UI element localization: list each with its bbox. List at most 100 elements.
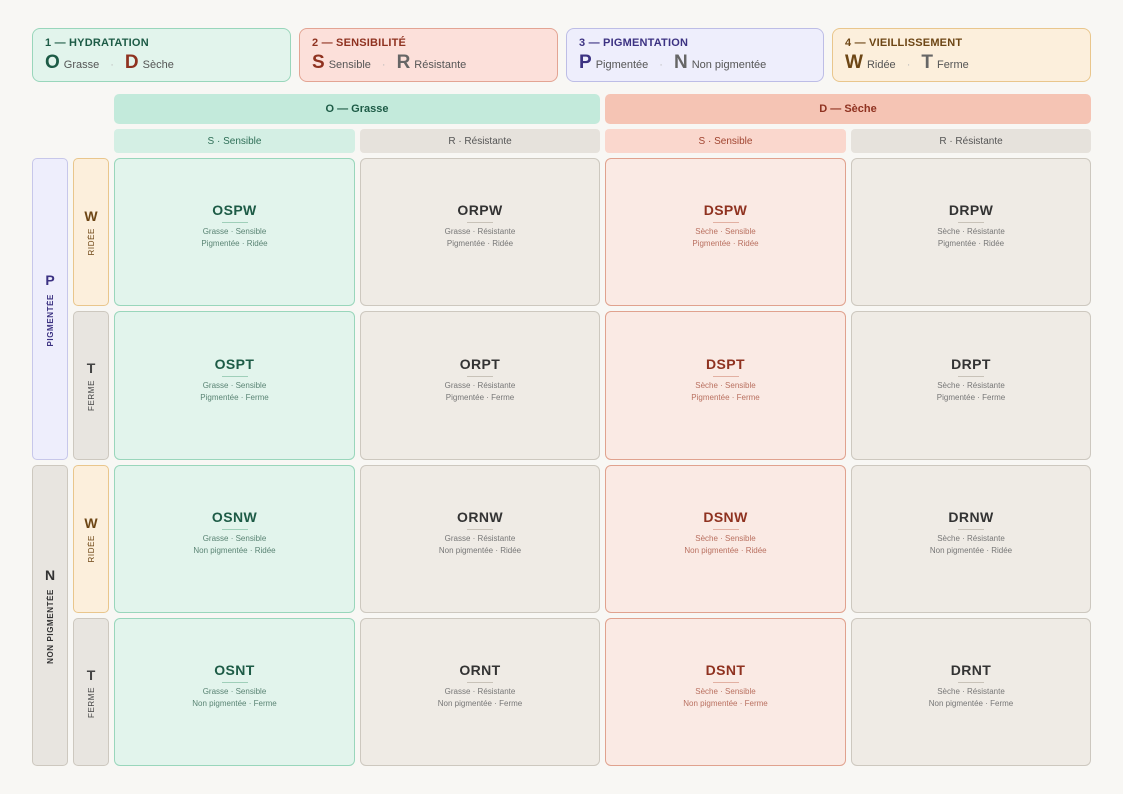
legend-word-non-pigmentee: Non pigmentée bbox=[691, 59, 767, 71]
row-text-ridee: RIDÉE bbox=[86, 535, 96, 563]
type-description-line2: Non pigmentée · Ferme bbox=[437, 699, 523, 708]
legend-separator: · bbox=[110, 59, 114, 71]
row-text-non-pigmentee: NON PIGMENTÉE bbox=[45, 589, 55, 664]
type-code: ORPT bbox=[459, 355, 501, 372]
divider bbox=[467, 682, 493, 683]
type-code: DSPW bbox=[703, 202, 748, 218]
type-code: DSNW bbox=[703, 509, 748, 525]
legend-word-seche: Sèche bbox=[142, 59, 174, 71]
subheader-grasse-sensible: S · Sensible bbox=[114, 129, 355, 153]
type-code: DRPT bbox=[951, 355, 991, 372]
row-letter-p: P bbox=[45, 271, 55, 288]
column-header-seche: D — Sèche bbox=[605, 94, 1091, 124]
type-cell-orpw: ORPW Grasse · Résistante Pigmentée · Ridée bbox=[360, 158, 600, 306]
type-code: OSNT bbox=[214, 662, 255, 678]
legend-word-grasse: Grasse bbox=[63, 59, 100, 71]
type-description-line2: Pigmentée · Ridée bbox=[446, 239, 514, 248]
row-letter-n: N bbox=[44, 567, 56, 584]
type-code: ORNW bbox=[457, 509, 503, 525]
divider bbox=[467, 375, 493, 377]
row-label-ridee: W RIDÉE bbox=[73, 465, 109, 613]
row-text-pigmentee: PIGMENTÉE bbox=[45, 293, 55, 347]
divider bbox=[958, 682, 984, 683]
type-description-line1: Sèche · Résistante bbox=[937, 687, 1005, 696]
divider bbox=[712, 529, 739, 530]
row-label-pigmentee: P PIGMENTÉE bbox=[32, 158, 68, 460]
legend-letter-p: P bbox=[579, 52, 592, 73]
type-description-line2: Non pigmentée · Ferme bbox=[928, 699, 1014, 708]
legend-title: 1 — HYDRATATION bbox=[45, 37, 149, 49]
row-letter-w: W bbox=[84, 208, 98, 225]
type-code: DRPW bbox=[948, 202, 994, 218]
row-text-ferme: FERME bbox=[86, 686, 96, 718]
type-description-line1: Grasse · Sensible bbox=[202, 534, 267, 543]
legend-hydratation: 1 — HYDRATATION O Grasse · D Sèche bbox=[32, 28, 291, 82]
type-cell-ornw: ORNW Grasse · Résistante Non pigmentée · R… bbox=[360, 465, 600, 613]
type-description-line2: Pigmentée · Ferme bbox=[936, 392, 1006, 402]
type-description-line1: Grasse · Résistante bbox=[444, 380, 516, 390]
legend-word-pigmentee: Pigmentée bbox=[595, 59, 649, 71]
divider bbox=[712, 222, 739, 223]
type-description-line2: Pigmentée · Ferme bbox=[200, 392, 269, 402]
type-cell-ospt: OSPT Grasse · Sensible Pigmentée · Ferme bbox=[114, 311, 355, 460]
type-description-line1: Grasse · Sensible bbox=[202, 380, 267, 390]
type-description-line2: Non pigmentée · Ferme bbox=[683, 699, 768, 708]
legend-pigmentation: 3 — PIGMENTATION P Pigmentée · N Non pig… bbox=[566, 28, 824, 82]
legend-separator: · bbox=[381, 59, 386, 71]
divider bbox=[467, 222, 493, 223]
legend-title: 2 — SENSIBILITÉ bbox=[312, 37, 407, 49]
divider bbox=[467, 529, 493, 530]
type-description-line2: Non pigmentée · Ridée bbox=[684, 546, 767, 555]
divider bbox=[958, 375, 984, 377]
type-description-line2: Pigmentée · Ridée bbox=[201, 239, 268, 248]
legend-letter-s: S bbox=[312, 52, 325, 73]
row-letter-w: W bbox=[84, 515, 98, 532]
type-cell-osnt: OSNT Grasse · Sensible Non pigmentée · Fer… bbox=[114, 618, 355, 766]
legend-title: 4 — VIEILLISSEMENT bbox=[845, 37, 963, 49]
divider bbox=[712, 682, 739, 683]
type-code: OSPT bbox=[214, 355, 255, 372]
type-description-line1: Sèche · Sensible bbox=[695, 380, 756, 390]
type-cell-dsnt: DSNT Sèche · Sensible Non pigmentée · Ferm… bbox=[605, 618, 846, 766]
legend-separator: · bbox=[659, 59, 663, 71]
type-code: OSPW bbox=[212, 202, 257, 218]
type-code: DSPT bbox=[706, 355, 745, 372]
legend-separator: · bbox=[906, 59, 911, 71]
divider bbox=[221, 222, 248, 223]
row-label-ferme: T FERME bbox=[73, 311, 109, 460]
divider bbox=[221, 682, 248, 683]
type-description-line1: Grasse · Résistante bbox=[444, 534, 516, 543]
row-text-ferme: FERME bbox=[86, 380, 96, 411]
row-label-ferme: T FERME bbox=[73, 618, 109, 766]
type-cell-drnt: DRNT Sèche · Résistante Non pigmentée · Fe… bbox=[851, 618, 1091, 766]
type-code: DSNT bbox=[705, 662, 746, 678]
row-letter-t: T bbox=[86, 360, 96, 376]
row-letter-t: T bbox=[86, 666, 96, 683]
type-description-line1: Grasse · Résistante bbox=[444, 227, 516, 236]
type-cell-drnw: DRNW Sèche · Résistante Non pigmentée · Ri… bbox=[851, 465, 1091, 613]
divider bbox=[958, 222, 984, 223]
legend-word-resistante: Résistante bbox=[414, 59, 467, 71]
type-description-line1: Sèche · Sensible bbox=[695, 687, 756, 696]
type-description-line2: Pigmentée · Ferme bbox=[691, 392, 760, 402]
type-cell-dspw: DSPW Sèche · Sensible Pigmentée · Ridée bbox=[605, 158, 846, 306]
legend-letter-o: O bbox=[45, 52, 60, 73]
type-description-line2: Pigmentée · Ferme bbox=[445, 392, 515, 402]
type-description-line1: Grasse · Résistante bbox=[444, 687, 516, 696]
legend-word-ferme: Ferme bbox=[936, 59, 969, 71]
type-description-line1: Grasse · Sensible bbox=[202, 227, 267, 236]
type-description-line1: Sèche · Résistante bbox=[937, 534, 1005, 543]
type-code: DRNT bbox=[950, 662, 992, 678]
row-label-ridee: W RIDÉE bbox=[73, 158, 109, 306]
type-description-line1: Sèche · Résistante bbox=[937, 380, 1005, 390]
divider bbox=[712, 375, 739, 377]
type-code: ORPW bbox=[457, 202, 503, 218]
row-label-non-pigmentee: N NON PIGMENTÉE bbox=[32, 465, 68, 766]
row-text-ridee: RIDÉE bbox=[86, 228, 96, 256]
type-cell-ospw: OSPW Grasse · Sensible Pigmentée · Ridée bbox=[114, 158, 355, 306]
type-code: DRNW bbox=[948, 509, 994, 525]
legend-sensibilite: 2 — SENSIBILITÉ S Sensible · R Résistant… bbox=[299, 28, 558, 82]
legend-vieillissement: 4 — VIEILLISSEMENT W Ridée · T Ferme bbox=[832, 28, 1091, 82]
type-cell-ornt: ORNT Grasse · Résistante Non pigmentée · F… bbox=[360, 618, 600, 766]
legend-letter-d: D bbox=[124, 52, 139, 73]
